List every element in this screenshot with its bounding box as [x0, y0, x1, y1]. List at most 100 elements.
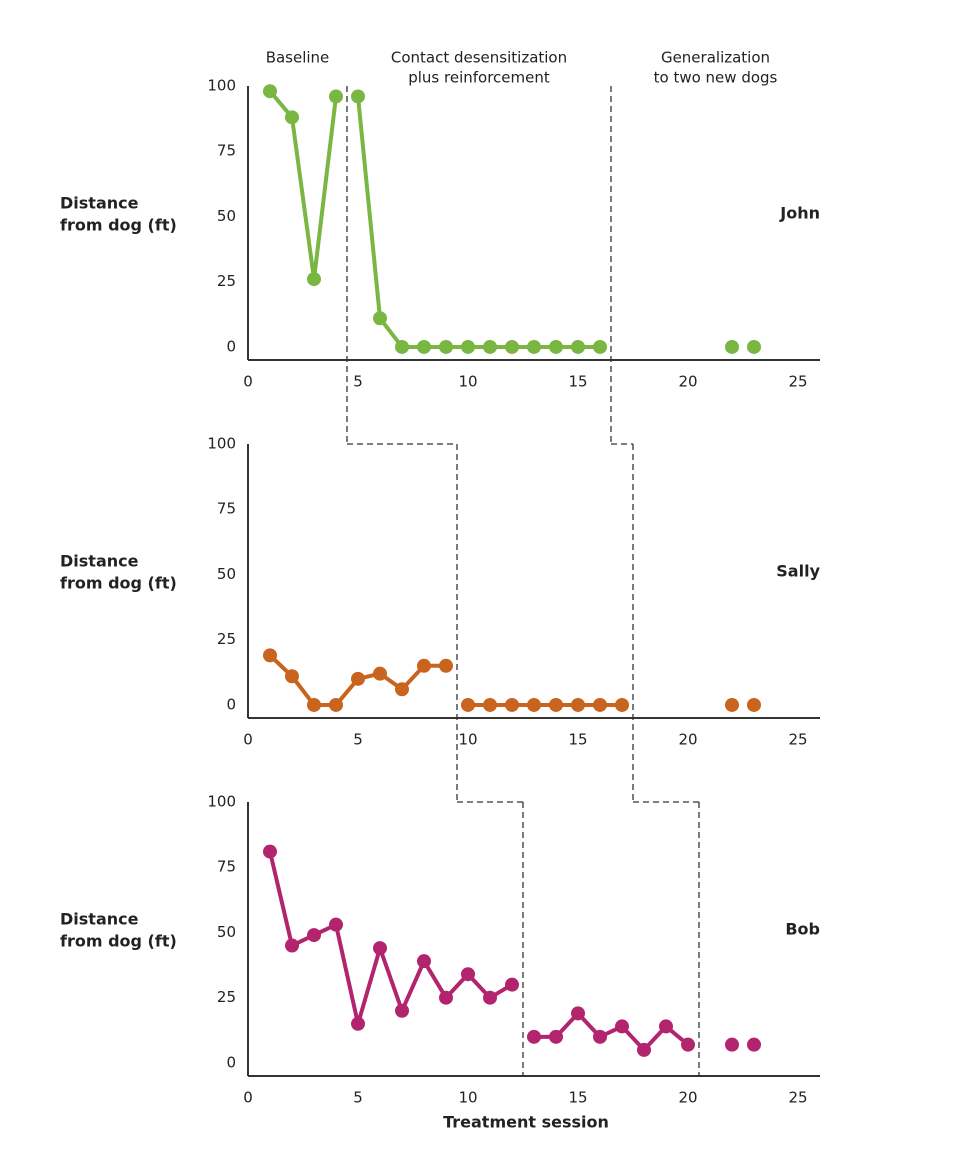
- data-point: [285, 110, 299, 125]
- data-point: [593, 1029, 607, 1044]
- data-point: [549, 697, 563, 712]
- phase-label: Contact desensitization: [391, 49, 567, 67]
- data-point: [483, 990, 497, 1005]
- y-tick-label: 75: [217, 142, 236, 160]
- data-point: [351, 1016, 365, 1031]
- data-point: [549, 1029, 563, 1044]
- data-line: [268, 851, 514, 1026]
- y-tick-label: 50: [217, 565, 236, 583]
- y-tick-label: 25: [217, 988, 236, 1006]
- data-point: [439, 339, 453, 354]
- data-point: [725, 1037, 739, 1052]
- x-tick-label: 0: [243, 731, 253, 749]
- x-tick-label: 15: [568, 731, 587, 749]
- y-tick-label: 50: [217, 207, 236, 225]
- data-point: [439, 658, 453, 673]
- data-point: [461, 967, 475, 982]
- data-point: [439, 990, 453, 1005]
- y-axis-label: Distance: [60, 909, 139, 928]
- y-tick-label: 100: [207, 435, 236, 453]
- data-point: [417, 339, 431, 354]
- data-point: [527, 697, 541, 712]
- data-point: [373, 311, 387, 326]
- phase-label: Generalization: [661, 49, 770, 67]
- x-tick-label: 10: [458, 731, 477, 749]
- data-line: [356, 96, 600, 349]
- data-point: [747, 1037, 761, 1052]
- panel-name: Bob: [785, 919, 820, 938]
- data-point: [527, 339, 541, 354]
- data-point: [373, 666, 387, 681]
- data-point: [417, 658, 431, 673]
- data-point: [329, 917, 343, 932]
- data-point: [285, 938, 299, 953]
- data-point: [593, 697, 607, 712]
- data-point: [747, 697, 761, 712]
- data-point: [461, 697, 475, 712]
- data-point: [725, 339, 739, 354]
- x-tick-label: 20: [678, 373, 697, 391]
- y-tick-label: 25: [217, 272, 236, 290]
- y-tick-label: 0: [226, 1053, 236, 1071]
- data-point: [351, 89, 365, 104]
- y-axis-label: from dog (ft): [60, 215, 177, 234]
- x-tick-label: 20: [678, 731, 697, 749]
- data-point: [329, 89, 343, 104]
- y-tick-label: 75: [217, 500, 236, 518]
- y-tick-label: 100: [207, 793, 236, 811]
- phase-label: plus reinforcement: [408, 69, 550, 87]
- x-tick-label: 15: [568, 373, 587, 391]
- data-point: [571, 697, 585, 712]
- data-point: [395, 1003, 409, 1018]
- data-point: [307, 272, 321, 287]
- data-point: [505, 977, 519, 992]
- data-point: [637, 1042, 651, 1057]
- x-tick-label: 25: [788, 1089, 807, 1107]
- data-point: [263, 84, 277, 99]
- data-point: [549, 339, 563, 354]
- x-tick-label: 5: [353, 373, 363, 391]
- panel-name: Sally: [776, 561, 820, 580]
- y-axis-label: from dog (ft): [60, 931, 177, 950]
- y-axis-label: Distance: [60, 551, 139, 570]
- x-tick-label: 25: [788, 373, 807, 391]
- data-point: [571, 1006, 585, 1021]
- data-point: [307, 697, 321, 712]
- data-point: [483, 339, 497, 354]
- y-tick-label: 0: [226, 695, 236, 713]
- data-line: [268, 89, 338, 282]
- data-point: [593, 339, 607, 354]
- y-tick-label: 50: [217, 923, 236, 941]
- data-point: [747, 339, 761, 354]
- data-point: [615, 1019, 629, 1034]
- data-point: [571, 339, 585, 354]
- data-point: [307, 928, 321, 943]
- data-point: [681, 1037, 695, 1052]
- x-tick-label: 25: [788, 731, 807, 749]
- x-tick-label: 0: [243, 1089, 253, 1107]
- x-axis-label: Treatment session: [443, 1113, 609, 1132]
- data-point: [659, 1019, 673, 1034]
- data-point: [725, 697, 739, 712]
- data-point: [263, 844, 277, 859]
- x-tick-label: 0: [243, 373, 253, 391]
- phase-label: to two new dogs: [654, 69, 778, 87]
- y-tick-label: 0: [226, 337, 236, 355]
- data-point: [351, 671, 365, 686]
- x-tick-label: 5: [353, 1089, 363, 1107]
- y-axis-label: from dog (ft): [60, 573, 177, 592]
- data-point: [505, 697, 519, 712]
- y-tick-label: 25: [217, 630, 236, 648]
- data-point: [461, 339, 475, 354]
- y-tick-label: 75: [217, 858, 236, 876]
- data-point: [395, 339, 409, 354]
- y-tick-label: 100: [207, 77, 236, 95]
- data-point: [527, 1029, 541, 1044]
- data-point: [417, 954, 431, 969]
- data-point: [483, 697, 497, 712]
- x-tick-label: 15: [568, 1089, 587, 1107]
- phase-label: Baseline: [266, 49, 330, 67]
- x-tick-label: 10: [458, 1089, 477, 1107]
- x-tick-label: 10: [458, 373, 477, 391]
